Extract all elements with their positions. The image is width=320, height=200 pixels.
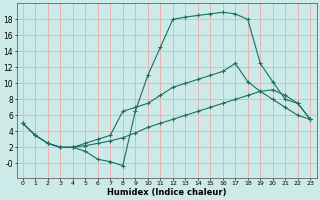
X-axis label: Humidex (Indice chaleur): Humidex (Indice chaleur) [107,188,226,197]
